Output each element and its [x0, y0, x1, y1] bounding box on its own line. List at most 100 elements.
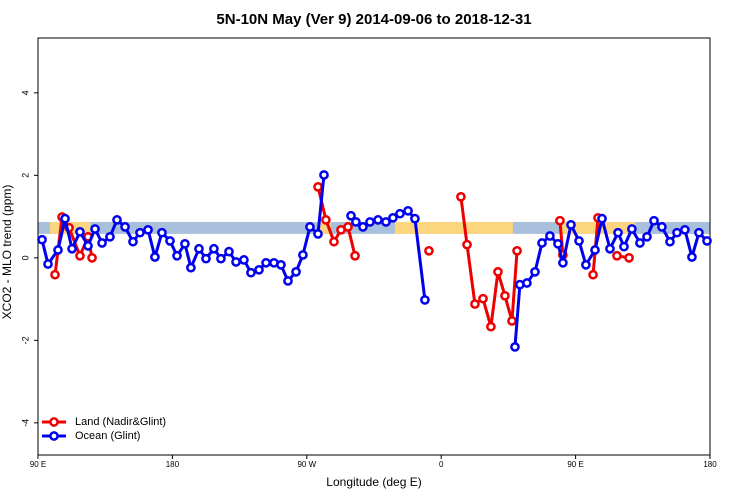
data-point	[313, 182, 323, 192]
ocean-band	[38, 221, 710, 234]
data-point	[702, 236, 712, 246]
legend-marker	[49, 431, 59, 441]
data-point	[470, 299, 480, 309]
land-band	[317, 221, 331, 234]
data-point	[672, 227, 682, 238]
y-tick-label: -4	[20, 419, 30, 427]
data-point	[649, 215, 659, 226]
data-point	[403, 205, 413, 216]
data-point	[329, 236, 339, 247]
data-point	[209, 243, 219, 254]
data-point	[555, 215, 565, 226]
data-point	[346, 210, 356, 221]
data-point	[395, 208, 405, 219]
data-point	[478, 293, 488, 304]
data-point	[201, 253, 211, 264]
plot-frame	[37, 37, 711, 456]
legend-marker	[49, 417, 59, 427]
data-point	[180, 238, 190, 249]
data-point	[388, 212, 398, 223]
data-point	[305, 222, 315, 232]
data-point	[581, 260, 591, 270]
data-point	[351, 217, 361, 227]
data-point	[574, 236, 584, 246]
data-point	[120, 222, 130, 232]
x-tick-label: 180	[166, 460, 180, 469]
data-point	[365, 217, 375, 227]
data-point	[60, 213, 70, 224]
y-tick-label: 0	[20, 255, 30, 260]
legend-label: Ocean (Glint)	[75, 430, 140, 442]
data-point	[424, 245, 434, 256]
data-point	[112, 215, 122, 225]
data-point	[67, 243, 77, 254]
data-point	[75, 250, 85, 261]
y-tick-label: 2	[20, 173, 30, 178]
data-point	[276, 260, 286, 270]
data-point	[553, 238, 563, 249]
data-point	[420, 295, 430, 305]
data-point	[694, 227, 704, 238]
data-point	[665, 236, 675, 247]
land-band	[394, 221, 513, 234]
x-tick-label: 180	[703, 460, 717, 469]
data-point	[165, 236, 175, 246]
data-point	[642, 231, 652, 242]
data-point	[75, 227, 85, 237]
data-point	[231, 257, 241, 267]
data-point	[246, 267, 256, 278]
data-point	[381, 217, 391, 227]
data-point	[507, 316, 517, 326]
data-point	[261, 257, 271, 268]
data-point	[456, 191, 466, 202]
y-axis-label: XCO2 - MLO trend (ppm)	[0, 185, 14, 320]
data-point	[87, 252, 97, 263]
data-point	[90, 224, 100, 234]
data-point	[150, 252, 160, 262]
data-point	[83, 241, 93, 251]
data-point	[373, 215, 383, 225]
data-point	[157, 227, 167, 238]
data-point	[143, 224, 153, 235]
data-point	[343, 222, 353, 232]
data-point	[298, 250, 308, 260]
y-tick-label: 4	[20, 90, 30, 95]
x-tick-label: 90 E	[567, 460, 583, 469]
data-point	[619, 241, 629, 252]
data-point	[410, 213, 420, 224]
data-point	[612, 250, 622, 261]
data-point	[291, 267, 301, 277]
data-point	[522, 278, 532, 288]
series-line	[513, 217, 709, 348]
data-point	[545, 231, 555, 241]
data-point	[172, 250, 182, 261]
series-line	[459, 196, 519, 329]
x-tick-label: 90 W	[297, 460, 316, 469]
data-point	[313, 229, 323, 239]
series-line	[316, 186, 357, 257]
x-tick-label: 90 E	[30, 460, 46, 469]
data-point	[254, 264, 264, 275]
data-point	[194, 243, 204, 254]
data-point	[186, 262, 196, 273]
data-point	[358, 222, 368, 232]
data-point	[37, 234, 47, 245]
data-point	[687, 252, 697, 262]
data-point	[558, 257, 568, 268]
data-point	[590, 245, 600, 255]
data-point	[239, 255, 249, 265]
data-point	[537, 238, 547, 248]
data-point	[486, 321, 496, 332]
data-point	[128, 236, 138, 247]
data-point	[613, 227, 623, 238]
data-point	[680, 224, 690, 235]
legend-label: Land (Nadir&Glint)	[75, 416, 166, 428]
data-point	[135, 227, 145, 238]
x-tick-label: 0	[439, 460, 444, 469]
data-point	[530, 267, 540, 277]
data-point	[597, 213, 607, 224]
data-point	[605, 243, 615, 254]
series-line	[558, 220, 565, 256]
data-point	[588, 269, 598, 280]
